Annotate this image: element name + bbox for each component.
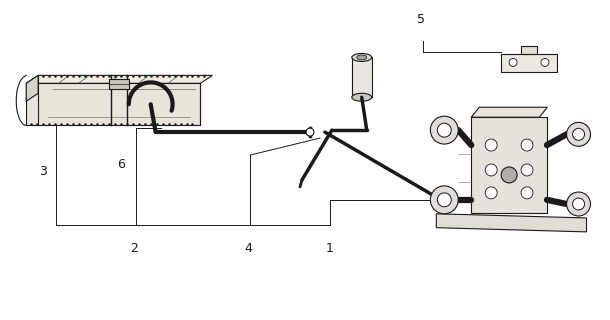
Circle shape [509, 59, 517, 67]
Text: 2: 2 [130, 242, 138, 255]
Circle shape [306, 128, 314, 136]
Text: 1: 1 [326, 242, 334, 255]
Polygon shape [26, 83, 201, 125]
Polygon shape [26, 76, 212, 83]
Circle shape [485, 187, 497, 199]
Circle shape [521, 187, 533, 199]
Text: 6: 6 [117, 158, 124, 172]
Circle shape [567, 192, 590, 216]
Circle shape [430, 116, 458, 144]
Text: 5: 5 [417, 12, 426, 26]
Circle shape [541, 59, 549, 67]
Circle shape [521, 139, 533, 151]
Ellipse shape [357, 55, 367, 60]
Bar [109, 79, 129, 89]
Circle shape [437, 123, 451, 137]
Circle shape [437, 193, 451, 207]
Text: 3: 3 [39, 165, 47, 179]
Polygon shape [26, 76, 38, 101]
Polygon shape [436, 214, 587, 232]
Bar [501, 54, 557, 72]
Circle shape [521, 164, 533, 176]
Circle shape [573, 128, 584, 140]
Bar [521, 46, 537, 54]
Circle shape [485, 164, 497, 176]
Circle shape [430, 186, 458, 214]
Polygon shape [472, 107, 547, 117]
Text: 4: 4 [245, 242, 252, 255]
Circle shape [485, 139, 497, 151]
Circle shape [573, 198, 584, 210]
Ellipse shape [352, 53, 371, 61]
Bar [352, 58, 371, 97]
Circle shape [567, 122, 590, 146]
Bar [472, 117, 547, 213]
Ellipse shape [352, 93, 371, 101]
Circle shape [501, 167, 517, 183]
